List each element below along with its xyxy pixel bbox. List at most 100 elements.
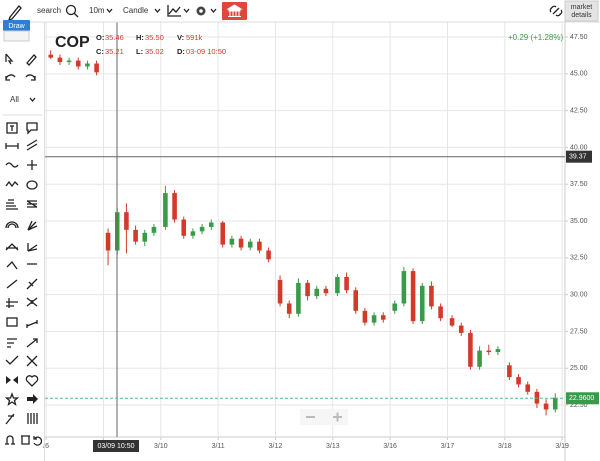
indicators-button[interactable] [167,5,181,17]
tool[interactable] [33,436,43,446]
tool[interactable] [6,317,18,327]
tool[interactable] [26,355,38,367]
style-select[interactable]: Candle [123,6,149,15]
symbol-title: COP [55,34,90,51]
tool[interactable] [4,392,20,407]
tool[interactable] [5,435,15,445]
candle-body [199,226,205,232]
y-tick-label: 47.50 [570,34,588,41]
search-icon[interactable] [65,4,79,18]
tool[interactable] [26,200,38,208]
candle-body [344,276,349,291]
tool-filter[interactable]: All [10,95,19,104]
candle-body [172,193,177,220]
tool[interactable] [25,375,39,387]
tool[interactable] [6,260,18,270]
tool[interactable] [26,180,38,190]
candle-body [190,231,196,236]
market-details-button[interactable] [564,0,599,22]
pencil-icon [7,5,22,22]
tool[interactable] [26,54,37,66]
candle-body [449,318,455,326]
tool[interactable] [5,53,14,65]
readout-value: 35.50 [145,33,164,42]
candle-body [534,391,540,404]
tool[interactable] [6,298,18,308]
tool[interactable] [21,435,30,445]
tool[interactable] [27,394,38,404]
candle-body [238,238,244,248]
readout-value: 591k [186,33,203,42]
tool[interactable] [26,139,38,151]
candle-body [552,397,558,410]
candle-body [181,219,187,236]
candle-body [477,350,482,367]
readout-value: 35.21 [105,47,124,56]
y-tick-label: 30.00 [570,291,588,298]
y-tick-label: 35.00 [570,218,588,225]
top-toolbar: search 10m Candle market details [0,0,600,23]
link-icon[interactable] [549,5,563,17]
candle-body [75,60,81,67]
tool[interactable] [25,74,36,81]
y-tick-label: 22.50 [570,402,588,409]
candle-body [305,282,310,297]
interval-select[interactable]: 10m [89,6,105,15]
tool[interactable] [5,221,19,229]
tool[interactable] [26,278,38,290]
bank-button[interactable] [222,2,247,20]
candle-body [468,332,473,367]
tool[interactable] [6,279,18,289]
caret [183,8,190,14]
candle-body [314,288,320,297]
tool[interactable] [27,220,38,231]
tool[interactable] [26,338,38,348]
caret [154,8,161,14]
tool[interactable] [27,243,38,252]
axis-strip [565,22,600,461]
candle-body [486,350,492,353]
y-tick-label: 27.50 [570,328,588,335]
draw-button[interactable] [7,5,22,22]
search-field[interactable]: search [37,6,61,15]
crosshair-price-label: 39.37 [569,154,587,161]
tool[interactable] [7,338,17,348]
readout-value: 03-09 10:50 [186,47,226,56]
candle-body [380,315,386,320]
candle-body [247,241,253,248]
candle-body [257,241,262,251]
tool[interactable] [5,143,19,149]
readout-label: C: [96,47,104,56]
candle-body [85,63,90,67]
tool[interactable] [26,320,38,328]
candle-body [419,285,425,322]
candle-body [323,288,329,294]
tool[interactable] [5,180,19,188]
market-details-label: details [571,12,592,19]
readout-label: D: [177,47,185,56]
plot [48,50,558,416]
candle-body [543,403,549,410]
settings-button[interactable] [196,6,206,16]
tool[interactable] [5,74,16,81]
tool[interactable] [26,122,38,135]
candle-body [516,377,521,385]
tool[interactable] [6,376,18,384]
candle-body [48,54,54,58]
tool[interactable] [5,162,19,168]
x-tick-label: 3/16 [383,443,397,450]
candle-body [335,276,340,294]
tool[interactable] [27,413,38,424]
candle-body [392,303,398,311]
y-tick-label: 40.00 [570,144,588,151]
tool[interactable] [5,243,19,251]
tool[interactable] [5,413,15,425]
zoom-in[interactable] [333,412,342,422]
tool[interactable] [6,199,18,210]
tool[interactable] [6,122,18,134]
tool[interactable] [27,160,37,170]
crosshair-price-box [566,150,592,163]
readout-value: 35.02 [145,47,164,56]
tool[interactable] [26,297,38,307]
tool[interactable] [5,355,19,365]
